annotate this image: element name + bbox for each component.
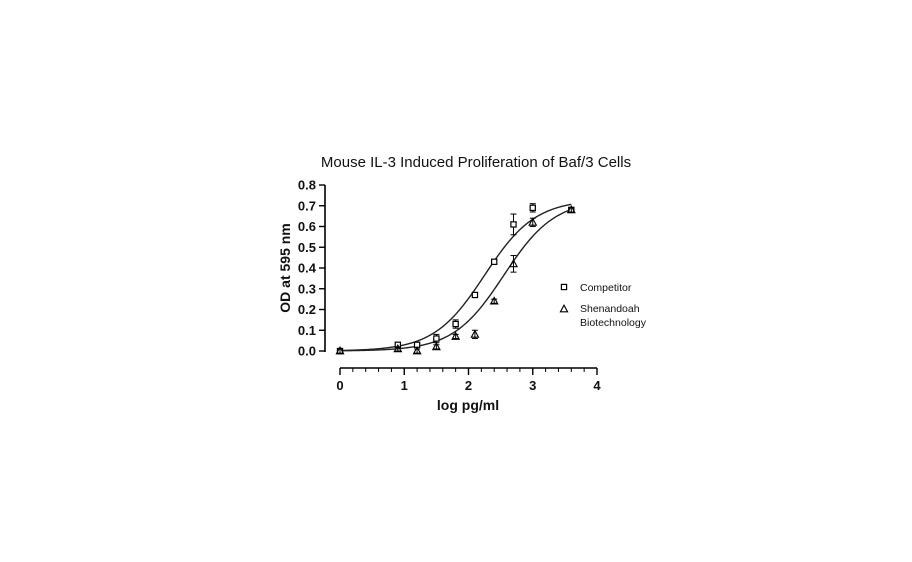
data-point-competitor [433, 335, 440, 342]
legend-label-competitor: Competitor [580, 282, 632, 294]
data-point-shenandoah [489, 296, 499, 305]
legend-marker-shenandoah [559, 304, 569, 313]
y-tick-label: 0.3 [298, 281, 316, 296]
y-tick-label: 0.1 [298, 323, 316, 338]
chart-title: Mouse IL-3 Induced Proliferation of Baf/… [321, 154, 631, 171]
data-point-shenandoah [508, 258, 519, 268]
legend-label-shenandoah: Shenandoah Biotechnology [580, 303, 647, 329]
plot-area: 0.0 0.1 0.2 0.3 0.4 0.5 0.6 0.7 0.8 0 1 2 3 4 [298, 178, 601, 394]
x-axis-label: log pg/ml [437, 397, 499, 413]
data-point-shenandoah [470, 329, 480, 338]
x-tick-label: 2 [465, 378, 472, 393]
data-point-competitor [452, 320, 459, 328]
y-tick-label: 0.6 [298, 219, 316, 234]
y-axis-label: OD at 595 nm [277, 223, 293, 312]
y-tick-label: 0.2 [298, 302, 316, 317]
y-tick-label: 0.8 [298, 178, 316, 193]
legend: Competitor Shenandoah Biotechnology [559, 282, 647, 329]
data-point-shenandoah [528, 217, 538, 226]
y-tick-label: 0.7 [298, 198, 316, 213]
data-point-shenandoah [335, 346, 345, 355]
x-tick-label: 4 [593, 378, 601, 393]
data-point-shenandoah [566, 204, 576, 214]
data-point-competitor [471, 291, 479, 299]
x-tick-label: 1 [401, 378, 408, 393]
data-point-competitor [529, 204, 536, 212]
y-tick-label: 0.4 [298, 261, 317, 276]
data-point-shenandoah [412, 346, 422, 355]
x-tick-label: 0 [336, 378, 343, 393]
legend-marker-competitor [560, 283, 568, 291]
data-point-competitor [510, 221, 517, 228]
y-tick-label: 0.0 [298, 344, 316, 359]
data-point-competitor [491, 258, 498, 265]
data-point-shenandoah [431, 341, 441, 351]
fit-curve-shenandoah [339, 208, 572, 352]
data-point-shenandoah [451, 331, 461, 340]
x-tick-label: 3 [529, 378, 536, 393]
data-point-shenandoah [393, 343, 403, 353]
y-tick-label: 0.5 [298, 240, 316, 255]
